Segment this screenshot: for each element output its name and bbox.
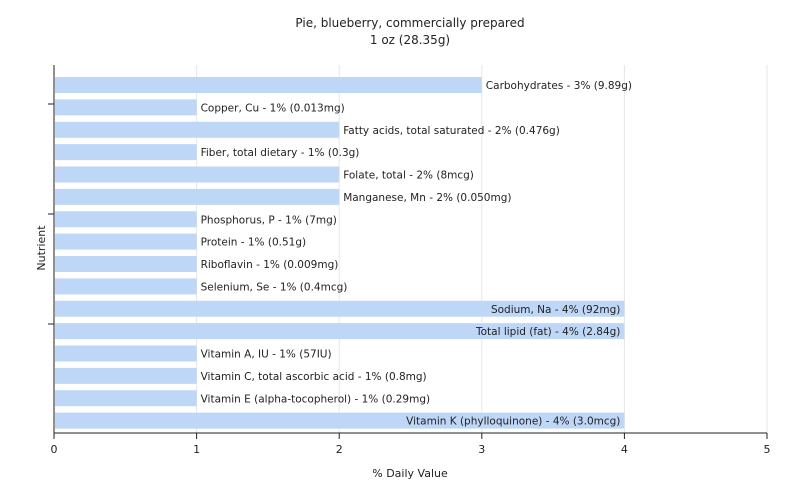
bar-label: Riboflavin - 1% (0.009mg) <box>201 259 339 271</box>
bar <box>55 390 197 407</box>
y-axis-label: Nutrient <box>35 225 48 271</box>
bar-label: Phosphorus, P - 1% (7mg) <box>201 214 337 226</box>
bar-label: Protein - 1% (0.51g) <box>201 237 307 249</box>
x-tick-label: 3 <box>478 443 485 456</box>
bar-label: Vitamin K (phylloquinone) - 4% (3.0mcg) <box>406 416 620 428</box>
bar-label: Fiber, total dietary - 1% (0.3g) <box>201 147 360 159</box>
bar-label: Fatty acids, total saturated - 2% (0.476… <box>343 125 560 137</box>
bar <box>55 166 340 183</box>
bar-label: Carbohydrates - 3% (9.89g) <box>486 80 632 92</box>
chart-subtitle: 1 oz (28.35g) <box>370 33 450 47</box>
bar <box>55 256 197 272</box>
bar <box>55 345 197 362</box>
bar <box>55 99 197 116</box>
x-tick-label: 0 <box>51 443 58 456</box>
bar-label: Manganese, Mn - 2% (0.050mg) <box>343 192 511 204</box>
bar-label: Vitamin C, total ascorbic acid - 1% (0.8… <box>201 371 427 383</box>
axes: 0 1 2 3 4 5 <box>48 65 771 456</box>
bar-label: Sodium, Na - 4% (92mg) <box>491 304 620 316</box>
bar <box>55 188 340 205</box>
bars <box>55 77 625 429</box>
chart-title: Pie, blueberry, commercially prepared <box>295 16 524 30</box>
x-tick-label: 2 <box>336 443 343 456</box>
bar <box>55 412 625 429</box>
bar <box>55 77 482 93</box>
x-tick-label: 5 <box>764 443 771 456</box>
bar-label: Vitamin A, IU - 1% (57IU) <box>201 349 332 361</box>
bar-labels: Carbohydrates - 3% (9.89g) Copper, Cu - 1… <box>201 80 632 428</box>
bar <box>55 367 197 384</box>
bar-label: Selenium, Se - 1% (0.4mcg) <box>201 281 348 293</box>
bar-label: Vitamin E (alpha-tocopherol) - 1% (0.29m… <box>201 393 431 405</box>
bar <box>55 121 340 138</box>
bar-label: Copper, Cu - 1% (0.013mg) <box>201 102 345 114</box>
x-tick-label: 4 <box>621 443 628 456</box>
bar <box>55 211 197 228</box>
bar-label: Total lipid (fat) - 4% (2.84g) <box>475 326 620 338</box>
bar-label: Folate, total - 2% (8mcg) <box>343 170 474 182</box>
bar <box>55 144 197 161</box>
x-tick-label: 1 <box>193 443 200 456</box>
bar <box>55 233 197 250</box>
bar <box>55 323 625 340</box>
bar <box>55 300 625 317</box>
x-axis-label: % Daily Value <box>372 467 448 480</box>
bar <box>55 278 197 295</box>
